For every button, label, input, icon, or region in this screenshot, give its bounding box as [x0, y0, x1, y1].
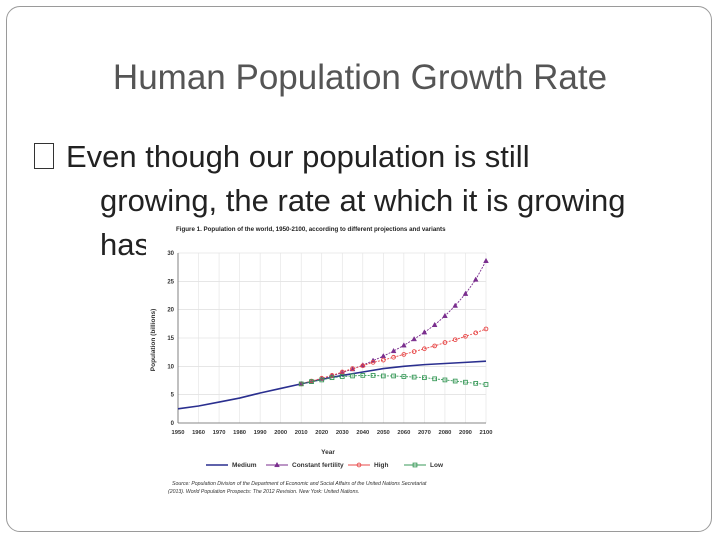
x-tick-label: 2090 — [459, 430, 472, 436]
data-point-low — [370, 373, 376, 378]
x-tick-label: 2060 — [397, 430, 410, 436]
data-point-constant-fertility — [442, 312, 448, 318]
legend-label-medium: Medium — [232, 462, 257, 469]
data-point-constant-fertility — [390, 347, 397, 354]
x-tick-label: 2100 — [480, 430, 493, 436]
data-point-high — [401, 352, 407, 357]
data-point-constant-fertility — [483, 257, 489, 263]
series-line-medium — [177, 360, 487, 410]
x-tick-label: 2050 — [377, 430, 390, 436]
series-line-constant-fertility — [301, 260, 487, 385]
y-tick-label: 15 — [167, 336, 174, 342]
x-tick-label: 1990 — [254, 430, 267, 436]
data-point-high — [370, 360, 376, 365]
source-line-2: (2013). World Population Prospects: The … — [168, 489, 359, 495]
data-point-low — [411, 374, 417, 380]
data-point-low — [401, 374, 407, 379]
data-point-low — [360, 373, 366, 378]
data-point-low — [432, 376, 438, 382]
data-point-constant-fertility — [401, 342, 407, 348]
data-point-low — [463, 379, 468, 385]
data-point-low — [339, 374, 345, 379]
data-point-constant-fertility — [380, 353, 387, 359]
legend-label-low: Low — [430, 462, 444, 469]
data-point-high — [452, 337, 458, 343]
data-point-high — [411, 349, 417, 354]
data-point-high — [483, 326, 489, 332]
source-line-1: Source: Population Division of the Depar… — [172, 481, 427, 487]
x-tick-label: 2040 — [356, 430, 369, 436]
x-axis-label: Year — [321, 449, 335, 456]
legend-marker-constant-fertility — [274, 461, 280, 468]
x-tick-label: 2070 — [418, 430, 431, 436]
data-point-high — [360, 363, 366, 369]
data-point-constant-fertility — [452, 302, 459, 308]
population-figure: Figure 1. Population of the world, 1950-… — [146, 218, 506, 500]
legend-label-high: High — [374, 462, 388, 469]
data-point-high — [391, 354, 396, 360]
data-point-high — [422, 346, 427, 352]
data-point-high — [432, 343, 438, 349]
x-tick-label: 1950 — [172, 430, 185, 436]
data-point-low — [422, 375, 427, 381]
data-point-low — [391, 373, 396, 379]
x-tick-label: 2080 — [438, 430, 451, 436]
x-tick-label: 2000 — [274, 430, 287, 436]
series-line-low — [301, 374, 487, 385]
y-tick-label: 20 — [167, 308, 174, 314]
legend-marker-low — [412, 462, 418, 468]
data-point-low — [350, 373, 355, 379]
data-point-high — [350, 366, 355, 371]
data-point-low — [473, 380, 479, 386]
series-low — [298, 373, 489, 387]
bullet-line-2: growing, the rate at which it is growing — [100, 183, 626, 218]
x-tick-label: 2010 — [295, 430, 308, 436]
x-tick-label: 1960 — [192, 430, 205, 436]
x-tick-label: 1970 — [213, 430, 226, 436]
data-point-constant-fertility — [462, 290, 469, 296]
data-point-high — [463, 333, 468, 339]
x-tick-label: 2020 — [315, 430, 328, 436]
y-tick-label: 5 — [171, 393, 175, 399]
y-tick-label: 25 — [167, 279, 174, 285]
data-point-low — [442, 377, 448, 383]
data-point-low — [452, 378, 458, 384]
data-point-constant-fertility — [431, 321, 438, 328]
chart-legend: Medium Constant fertility High Low — [206, 461, 444, 469]
x-tick-label: 1980 — [233, 430, 246, 436]
data-point-low — [298, 381, 304, 387]
bullet-box-icon — [34, 143, 54, 169]
data-point-constant-fertility — [411, 336, 417, 342]
data-point-low — [319, 377, 325, 383]
data-point-high — [473, 330, 479, 336]
y-tick-label: 30 — [167, 251, 174, 257]
data-point-high — [380, 357, 386, 363]
x-tick-label: 2030 — [336, 430, 349, 436]
data-point-high — [339, 369, 345, 375]
series-line-high — [301, 328, 487, 385]
legend-marker-high — [356, 462, 362, 468]
chart-title: Figure 1. Population of the world, 1950-… — [176, 226, 446, 233]
y-tick-label: 10 — [167, 364, 174, 370]
data-point-constant-fertility — [421, 329, 428, 335]
chart-grid — [177, 252, 487, 424]
population-chart: Figure 1. Population of the world, 1950-… — [150, 226, 492, 495]
y-tick-label: 0 — [171, 421, 175, 427]
bullet-line-1: Even though our population is still — [66, 139, 530, 174]
data-point-low — [329, 375, 335, 381]
series-medium — [177, 360, 487, 410]
chart-axes: 0 5 10 15 20 25 30 1950 1960 1970 1980 1990 2000 2010… — [167, 251, 492, 436]
data-point-constant-fertility — [472, 276, 479, 282]
series-high — [298, 326, 489, 387]
data-point-low — [483, 382, 489, 387]
data-point-low — [380, 373, 386, 379]
slide-title: Human Population Growth Rate — [112, 58, 608, 97]
chart-series — [177, 257, 489, 410]
data-point-high — [442, 340, 448, 345]
legend-label-constant-fertility: Constant fertility — [292, 462, 344, 469]
data-point-low — [309, 379, 314, 384]
y-axis-label: Population (billions) — [150, 309, 157, 371]
